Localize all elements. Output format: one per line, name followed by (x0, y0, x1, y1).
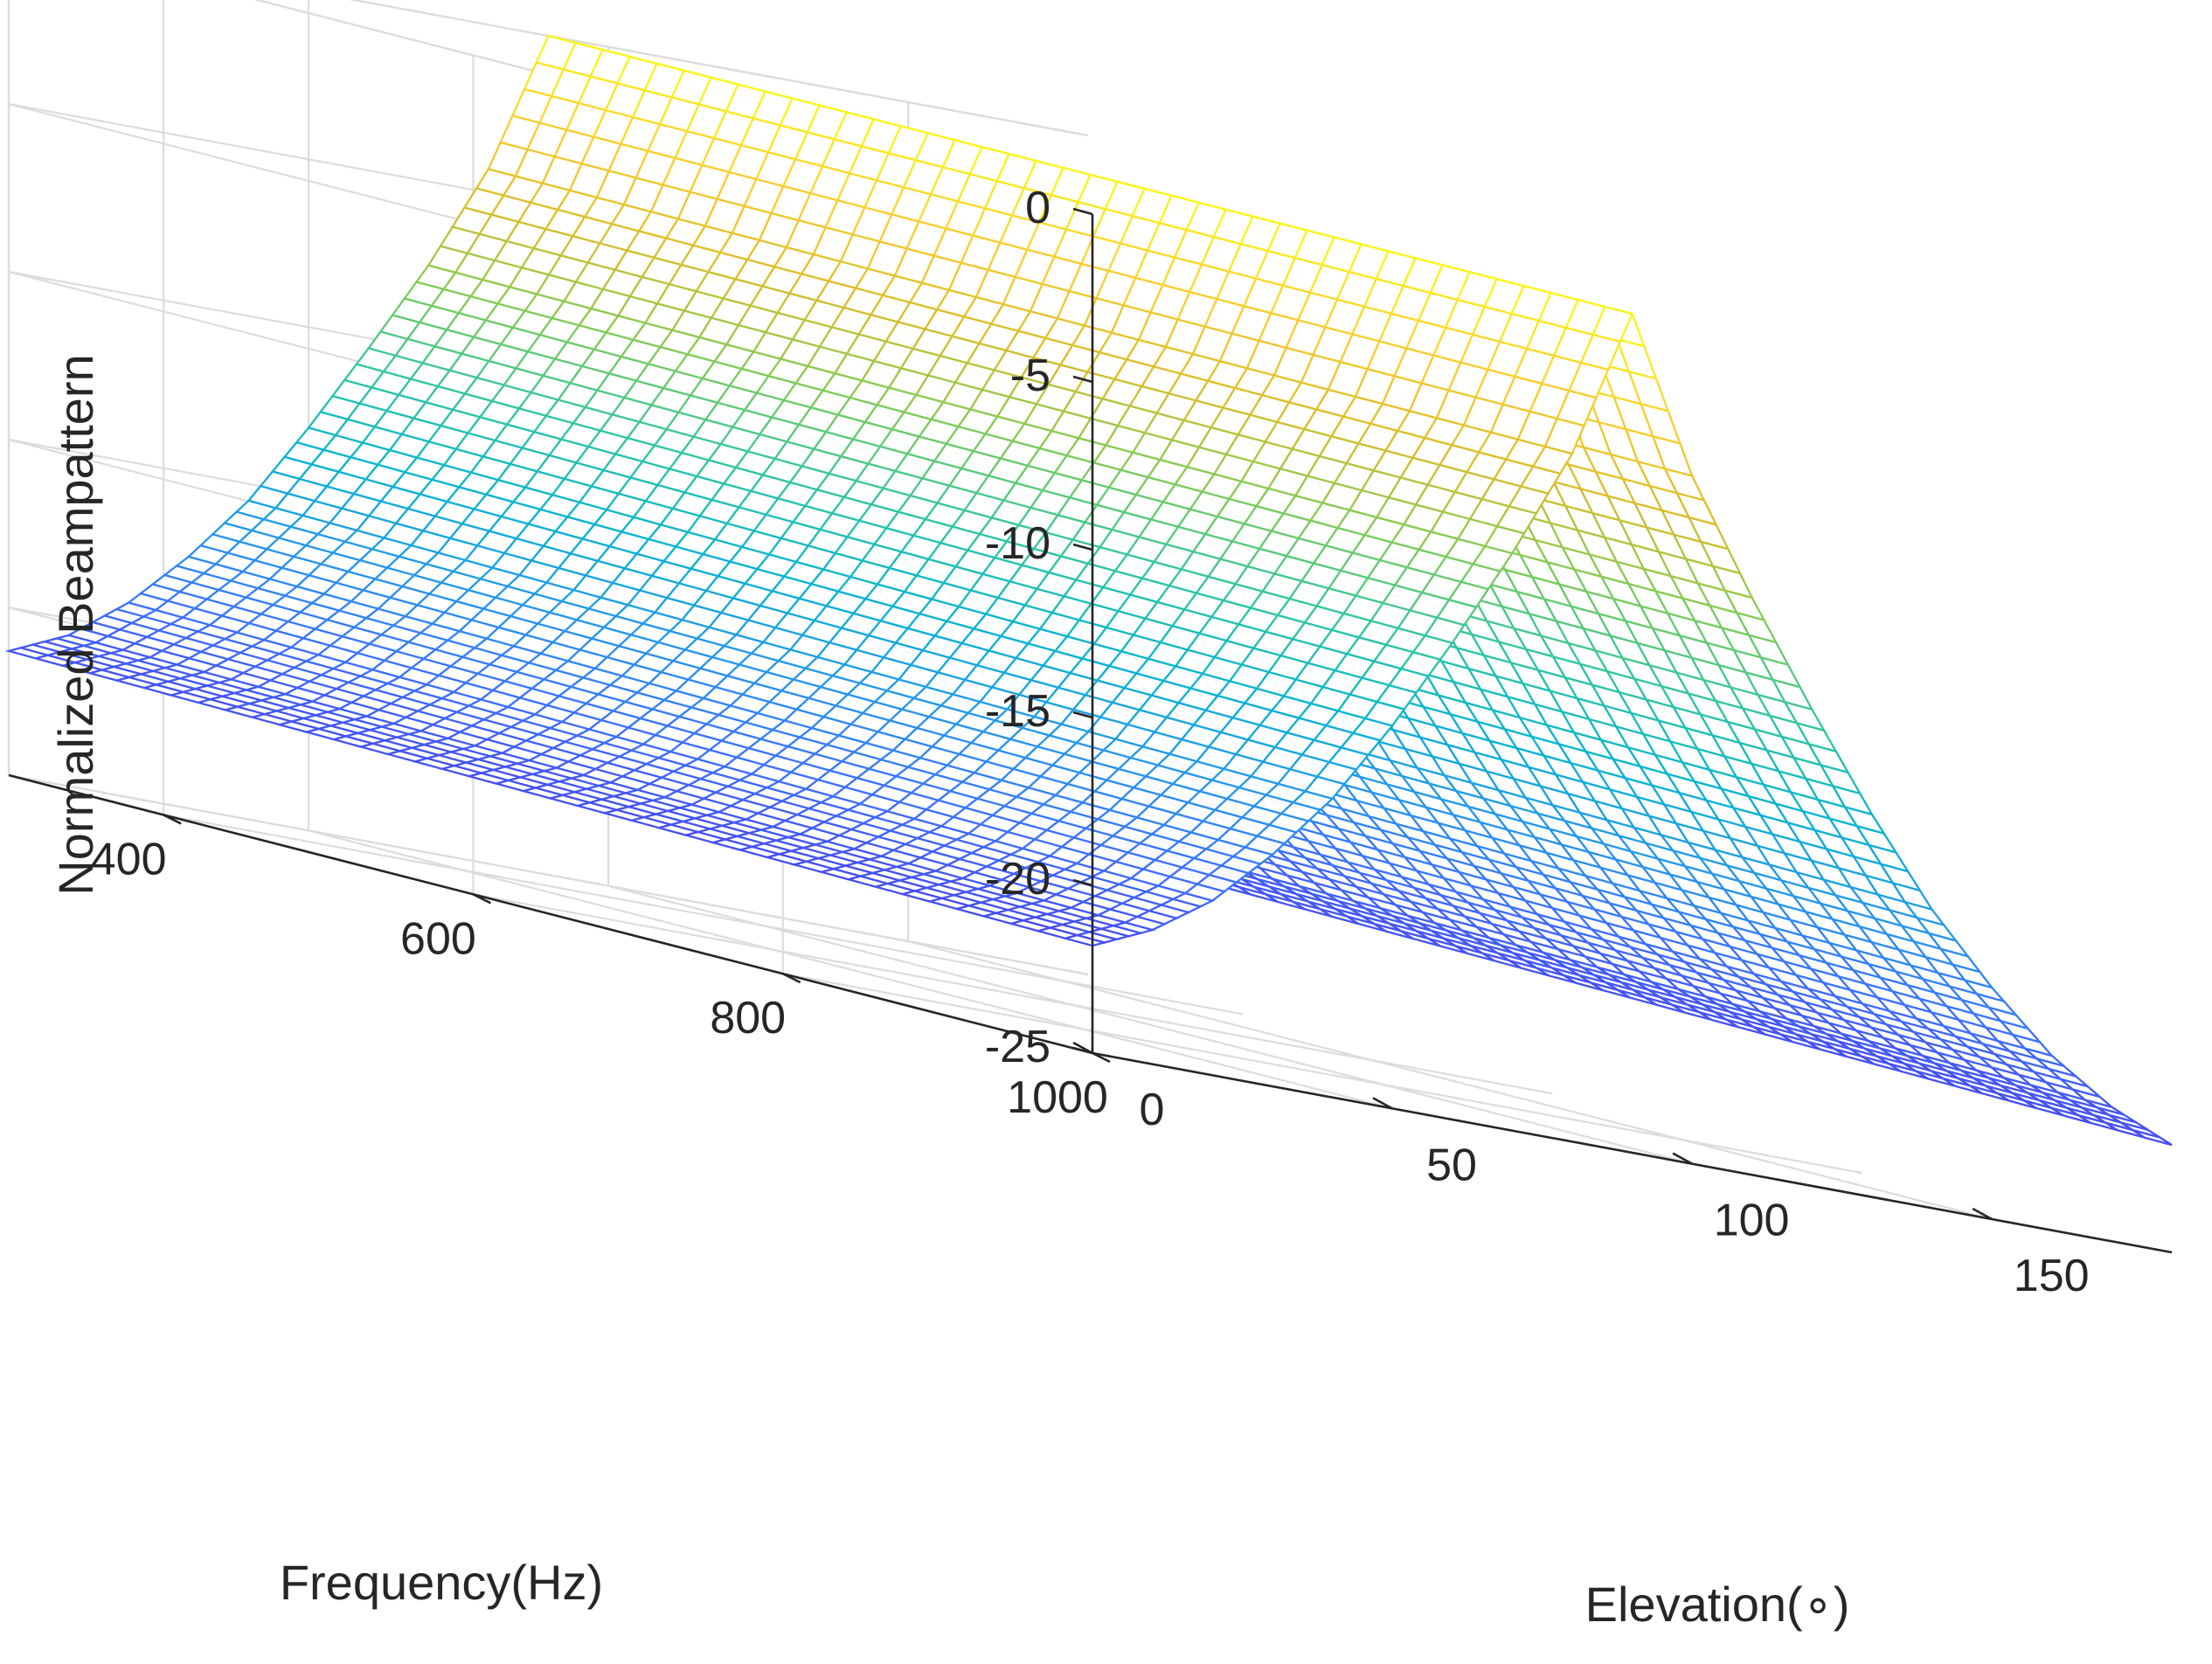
y-tick-label: 400 (91, 834, 167, 884)
x-grid-line (308, 829, 1393, 1110)
z-tick (1072, 878, 1093, 887)
x-grid-line (607, 884, 1693, 1165)
y-axis-label: Frequency(Hz) (280, 1555, 603, 1610)
x-tick (1972, 1207, 1993, 1221)
y-tick-label: 600 (400, 913, 476, 964)
y-tick (472, 893, 492, 905)
z-tick (1072, 375, 1093, 384)
x-tick-label: 100 (1714, 1196, 1790, 1246)
y-axis-line (8, 773, 1093, 1055)
axes (8, 207, 2173, 1254)
x-grid-line (907, 939, 1993, 1221)
z-tick-label: -5 (1010, 350, 1051, 401)
x-tick-label: 0 (1140, 1085, 1165, 1135)
tick-labels: -25 -20 -15 -10 -5 0 400 600 800 1000 0 50 100 150 (91, 183, 2090, 1301)
z-tick (1072, 207, 1093, 216)
y-tick-label: 1000 (1007, 1072, 1108, 1123)
z-tick-label: 0 (1025, 183, 1051, 233)
x-tick (1672, 1152, 1693, 1165)
z-tick-label: -10 (985, 518, 1051, 569)
x-tick-label: 150 (2014, 1251, 2090, 1301)
y-tick-label: 800 (710, 993, 786, 1043)
z-tick-label: -20 (985, 854, 1051, 905)
y-tick (163, 814, 182, 825)
x-axis-label: Elevation(∘) (1585, 1577, 1850, 1632)
z-tick (1072, 711, 1093, 719)
y-grid-line (473, 893, 1553, 1095)
x-tick (1072, 1041, 1093, 1055)
y-grid-line (782, 973, 1862, 1175)
z-tick-label: -25 (985, 1022, 1051, 1072)
y-tick (1092, 1051, 1111, 1064)
z-tick (1072, 543, 1093, 551)
z-tick-label: -15 (985, 686, 1051, 737)
x-tick (1372, 1097, 1393, 1110)
surface-mesh (4, 34, 2173, 1147)
y-grid-line (163, 814, 1244, 1016)
z-axis-label: Normalized Beampattern (48, 354, 103, 895)
x-tick-label: 50 (1426, 1140, 1477, 1190)
y-tick (782, 972, 801, 984)
surface-cell (1061, 933, 1109, 947)
